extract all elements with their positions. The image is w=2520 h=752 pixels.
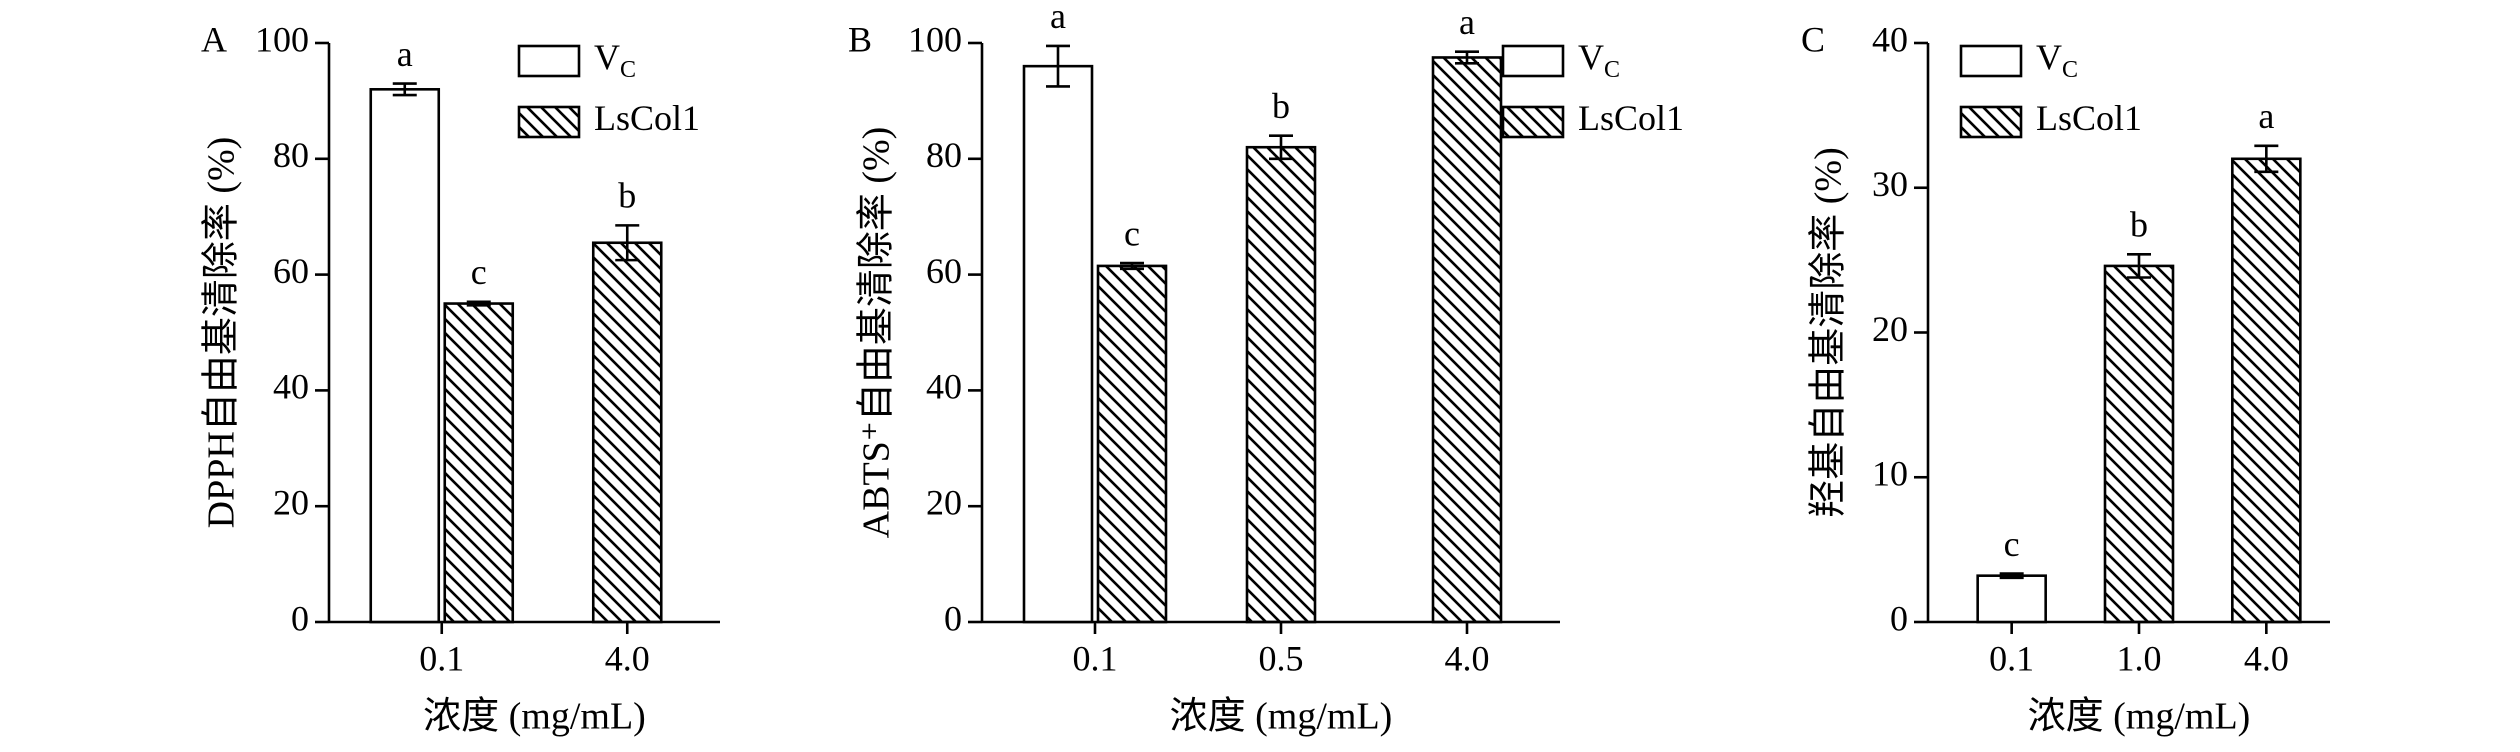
legend-name: LsCol1 [594, 98, 700, 138]
bar [443, 302, 515, 624]
legend-subscript: C [1604, 57, 1620, 83]
bar [1431, 56, 1503, 624]
bar [2103, 264, 2175, 624]
x-axis-title: 浓度 (mg/mL) [1170, 696, 1393, 738]
x-tick-label: 0.5 [1259, 638, 1304, 678]
y-tick-label: 60 [926, 251, 962, 291]
legend-name: LsCol1 [1578, 98, 1684, 138]
error-bar [615, 224, 640, 262]
panel-label: B [848, 19, 872, 59]
x-tick-label: 1.0 [2117, 638, 2162, 678]
x-tick-label: 4.0 [1445, 638, 1490, 678]
bar [1096, 264, 1168, 624]
error-bar [1269, 134, 1293, 161]
y-tick-label: 0 [1890, 598, 1908, 638]
y-tick-label: 0 [944, 598, 962, 638]
significance-letter: a [397, 34, 413, 74]
x-tick-label: 0.1 [1073, 638, 1118, 678]
y-tick-label: 100 [255, 19, 309, 59]
significance-letter: b [1272, 86, 1290, 126]
y-tick-label: 80 [273, 135, 309, 175]
significance-letter: a [1050, 0, 1066, 36]
error-bar [392, 82, 417, 97]
y-tick-label: 80 [926, 135, 962, 175]
y-tick-label: 0 [291, 598, 309, 638]
error-bar [466, 300, 491, 307]
legend-swatch [1501, 105, 1565, 139]
bar [591, 241, 663, 624]
y-tick-label: 10 [1872, 454, 1908, 494]
panel-label: C [1801, 19, 1825, 59]
legend-swatch [517, 105, 581, 139]
panel-label: A [201, 19, 227, 59]
legend-swatch [1959, 105, 2023, 139]
bar [2231, 157, 2302, 624]
significance-letter: b [618, 176, 636, 216]
error-bar [2127, 253, 2151, 279]
significance-letter: c [471, 252, 487, 292]
x-tick-label: 0.1 [1989, 638, 2034, 678]
significance-letter: c [1124, 213, 1140, 253]
y-axis-title: DPPH自由基清除率 (%) [201, 137, 243, 529]
x-axis-title: 浓度 (mg/mL) [423, 696, 646, 738]
significance-letter: c [2004, 524, 2020, 564]
x-tick-label: 0.1 [419, 638, 464, 678]
y-tick-label: 60 [273, 251, 309, 291]
error-bar [1046, 44, 1070, 88]
y-tick-label: 100 [908, 19, 962, 59]
error-bar [1999, 572, 2024, 580]
bar [369, 88, 441, 624]
y-tick-label: 20 [273, 482, 309, 522]
y-axis-title: 羟基自由基清除率 (%) [1808, 147, 1850, 517]
legend-label: LsCol1 [1578, 98, 1684, 138]
legend-label: LsCol1 [2036, 98, 2142, 138]
legend-label: VC [2036, 37, 2078, 82]
legend-subscript: C [620, 57, 636, 83]
error-bar [2254, 144, 2279, 174]
y-tick-label: 20 [1872, 309, 1908, 349]
legend-name: V [594, 37, 620, 77]
error-bar [1120, 261, 1144, 271]
y-tick-label: 40 [1872, 19, 1908, 59]
y-tick-label: 20 [926, 482, 962, 522]
x-tick-label: 4.0 [605, 638, 650, 678]
legend-label: VC [594, 37, 636, 82]
legend-name: V [1578, 37, 1604, 77]
legend-subscript: C [2062, 57, 2078, 83]
bar [1245, 145, 1317, 624]
x-tick-label: 4.0 [2244, 638, 2289, 678]
bar [1022, 64, 1094, 624]
legend-swatch [1501, 44, 1565, 78]
significance-letter: a [1459, 2, 1475, 42]
error-bar [1455, 50, 1479, 65]
legend-name: LsCol1 [2036, 98, 2142, 138]
y-tick-label: 40 [926, 367, 962, 407]
legend-label: VC [1578, 37, 1620, 82]
significance-letter: a [2258, 96, 2274, 136]
x-axis-title: 浓度 (mg/mL) [2028, 696, 2251, 738]
legend-swatch [517, 44, 581, 78]
y-tick-label: 40 [273, 367, 309, 407]
y-tick-label: 30 [1872, 164, 1908, 204]
legend-label: LsCol1 [594, 98, 700, 138]
significance-letter: b [2130, 205, 2148, 245]
bar [1976, 574, 2047, 624]
legend-name: V [2036, 37, 2062, 77]
legend-swatch [1959, 44, 2023, 78]
y-axis-title: ABTS⁺自由基清除率 (%) [856, 127, 898, 539]
